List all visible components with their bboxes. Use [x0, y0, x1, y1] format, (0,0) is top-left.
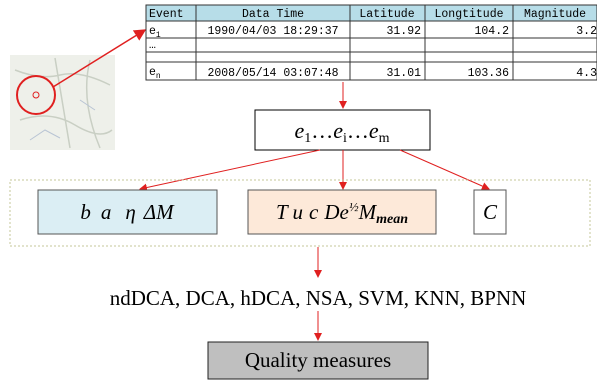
- table-header: Latitude: [359, 8, 414, 21]
- table-cell: 3.2: [576, 25, 597, 38]
- feature: a: [101, 200, 112, 224]
- table-header: Event: [149, 8, 184, 21]
- feature: M: [358, 200, 378, 224]
- seq-base: e: [369, 118, 379, 143]
- arrow: [400, 150, 489, 189]
- seq-dots: …: [347, 118, 369, 143]
- table-cell: 2008/05/14 03:07:48: [207, 67, 338, 80]
- seq-base: e: [294, 118, 304, 143]
- table-header: Magnitude: [524, 8, 586, 21]
- table-cell: 103.36: [468, 67, 510, 80]
- map-thumbnail: [10, 55, 115, 150]
- feature-sup: ½: [349, 199, 359, 214]
- table-cell: 31.01: [386, 67, 421, 80]
- seq-base: e: [333, 118, 343, 143]
- feature: ΔM: [143, 200, 175, 224]
- feature: De: [323, 200, 349, 224]
- event-sub: 1: [156, 31, 161, 40]
- seq-dots: …: [311, 118, 333, 143]
- diagram: Event Data Time Latitude Longtitude Magn…: [0, 0, 597, 383]
- seq-sub: 1: [304, 131, 311, 146]
- feature: η: [125, 200, 135, 224]
- table-header: Data Time: [242, 8, 304, 21]
- feature: u: [293, 200, 304, 224]
- output: Quality measures: [245, 348, 391, 372]
- table-cell: 1990/04/03 18:29:37: [207, 25, 338, 38]
- feature: c: [309, 200, 319, 224]
- table-cell: 31.92: [386, 25, 421, 38]
- algorithms: ndDCA, DCA, hDCA, NSA, SVM, KNN, BPNN: [110, 286, 527, 310]
- table-cell: …: [149, 39, 156, 52]
- feature: b: [80, 200, 91, 224]
- feature-sub: mean: [376, 212, 408, 227]
- table-cell: 104.2: [474, 25, 509, 38]
- seq-sub: m: [379, 131, 390, 146]
- arrow: [140, 150, 320, 189]
- table-header: Longtitude: [434, 8, 503, 21]
- event-sub: n: [156, 72, 161, 81]
- table-cell: 4.3: [576, 67, 597, 80]
- feature: C: [483, 200, 498, 224]
